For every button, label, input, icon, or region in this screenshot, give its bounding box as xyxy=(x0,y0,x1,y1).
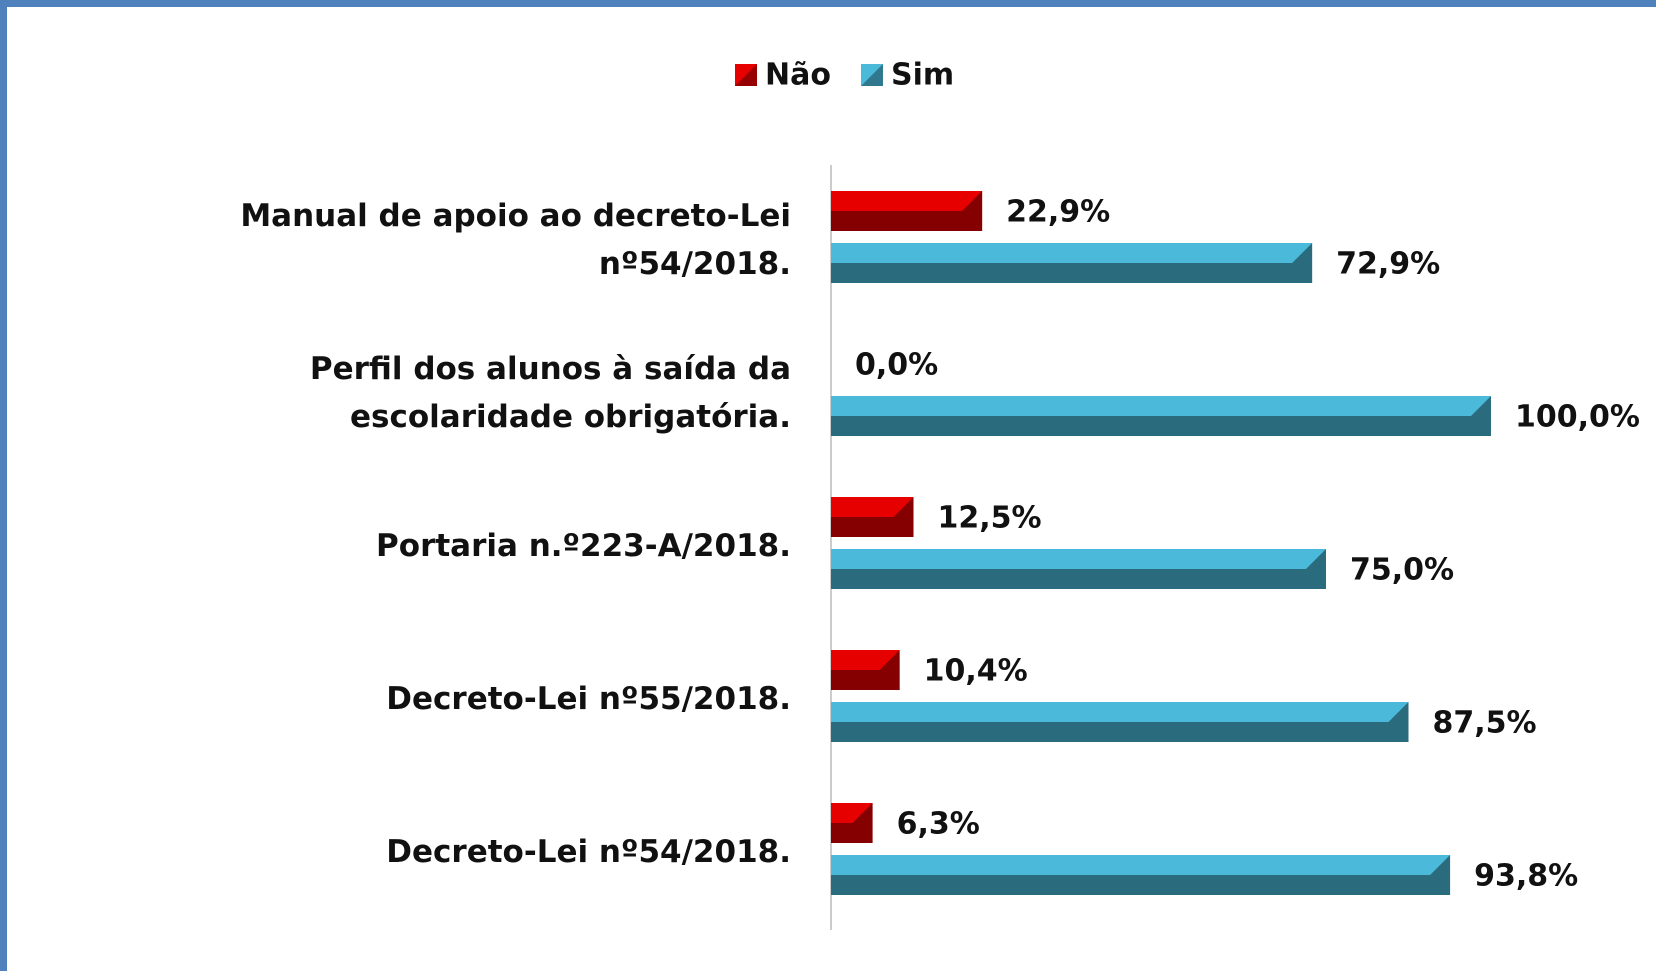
bar-shade xyxy=(831,702,1409,742)
bar-shade xyxy=(831,243,1313,283)
bar xyxy=(831,650,900,690)
legend-label: Sim xyxy=(891,58,954,93)
category-label: Perfil dos alunos à saída da escolaridad… xyxy=(309,351,791,435)
bar xyxy=(831,855,1451,895)
bar xyxy=(831,497,914,537)
bar-shade xyxy=(831,396,1491,436)
bar xyxy=(831,191,983,231)
category-label: Manual de apoio ao decreto-Lei nº54/2018… xyxy=(240,198,791,282)
data-label: 100,0% xyxy=(1515,400,1640,435)
data-label: 12,5% xyxy=(938,501,1042,536)
category-label: Portaria n.º223-A/2018. xyxy=(376,528,791,564)
bar-shade xyxy=(831,650,900,690)
data-label: 72,9% xyxy=(1336,247,1440,282)
category-label: Decreto-Lei nº55/2018. xyxy=(386,681,791,717)
data-label: 10,4% xyxy=(924,654,1028,689)
legend-label: Não xyxy=(765,58,831,93)
bar xyxy=(831,549,1326,589)
data-label: 93,8% xyxy=(1474,859,1578,894)
data-label: 0,0% xyxy=(855,348,938,383)
bar-shade xyxy=(831,497,914,537)
data-label: 6,3% xyxy=(897,807,980,842)
bar-shade xyxy=(831,855,1451,895)
category-label: Decreto-Lei nº54/2018. xyxy=(386,834,791,870)
bar xyxy=(831,396,1491,436)
legend-swatch xyxy=(860,64,883,86)
legend-swatch-shade xyxy=(860,64,883,86)
bar xyxy=(831,803,873,843)
bar-shade xyxy=(831,191,983,231)
bar xyxy=(831,243,1313,283)
data-label: 87,5% xyxy=(1433,706,1537,741)
bar-shade xyxy=(831,803,873,843)
data-label: 75,0% xyxy=(1350,553,1454,588)
bar-shade xyxy=(831,549,1326,589)
data-label: 22,9% xyxy=(1006,195,1110,230)
bar xyxy=(831,702,1409,742)
legend-swatch-shade xyxy=(735,64,757,86)
legend-swatch xyxy=(735,64,757,86)
